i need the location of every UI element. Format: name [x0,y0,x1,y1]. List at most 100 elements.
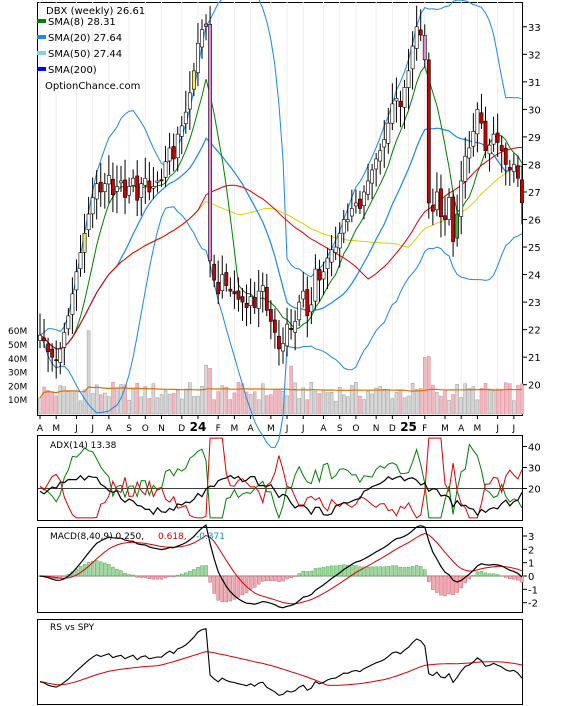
macd-histogram-bar [362,566,366,577]
candle-body [337,232,342,249]
candle-body [313,268,318,302]
macd-histogram-bar [119,570,123,577]
volume-bar [378,386,382,415]
candle-body [394,98,399,102]
candle-body [224,272,229,286]
volume-average-line [39,386,523,399]
volume-bar [459,397,463,415]
macd-title: MACD(8,40,9) 0.250, 0.618, -0.371 [50,532,225,542]
candle-body [305,289,310,317]
legend-sma50: SMA(50) 27.44 [48,49,122,60]
volume-bar [82,389,87,415]
x-tick-label: A [106,424,113,434]
x-tick-label: N [158,424,165,434]
candle-body [78,252,83,270]
volume-bar [38,397,42,415]
macd-histogram-bar [236,575,241,598]
candle-body [151,186,156,189]
volume-y-tick-label: 40M [8,355,27,365]
volume-bar [171,393,176,415]
macd-histogram-bar [204,565,208,577]
candle-body [329,249,334,263]
candle-body [333,246,338,253]
candle-body [374,158,379,170]
volume-bar [127,400,131,415]
candle-body [325,257,330,269]
candle-body [398,100,403,107]
macd-histogram-bar [261,575,265,582]
volume-bar [252,391,257,415]
price-y-tick-label: 30 [528,105,541,116]
macd-histogram-bar [107,563,111,577]
rs-average-line [39,651,523,686]
macd-histogram-bar [321,567,326,577]
long-ma-line [39,146,523,350]
macd-histogram-bar [427,575,431,583]
price-y-tick-label: 24 [528,271,541,282]
candle-body [447,197,451,220]
macd-histogram-bar [175,574,180,577]
candle-body [102,183,107,192]
macd-histogram-bar [147,575,152,579]
candle-body [422,35,427,61]
volume-bar [86,330,91,415]
macd-histogram-bar [111,566,115,577]
macd-signal-line [39,532,523,605]
volume-bar [495,388,500,415]
macd-histogram-bar [139,575,143,578]
volume-y-axis: 10M 20M 30M 40M 50M 60M [8,327,27,406]
macd-histogram-bar [155,575,160,580]
x-tick-label: J [285,424,289,434]
volume-bar [374,387,378,415]
macd-histogram-bar [366,566,370,577]
macd-histogram-bar [180,573,184,577]
macd-histogram-bar [273,575,277,582]
volume-bar [487,389,492,415]
adx-line [39,474,523,517]
macd-histogram-bar [423,569,427,577]
volume-bar [406,395,411,415]
volume-bar [321,389,326,415]
volume-bar [54,395,58,415]
volume-bar [301,387,305,415]
candle-body [62,332,67,348]
volume-bar [471,386,476,415]
bollinger-lower [39,206,523,449]
candle-body [171,146,176,160]
volume-bar [483,382,488,415]
volume-bar [167,393,172,415]
rs-title: RS vs SPY [50,623,95,633]
macd-histogram-bar [171,575,176,577]
macd-histogram-bar [90,560,95,577]
macd-histogram-bar [163,575,168,579]
volume-bar [410,383,415,415]
volume-bar [66,391,71,415]
candle-body [370,169,375,184]
macd-y-tick-label: -2 [528,599,538,610]
candle-body [183,111,188,124]
candle-body [487,144,492,155]
volume-bar [402,397,407,415]
x-tick-label: S [337,424,343,434]
volume-bar [131,388,135,415]
candle-body [260,285,265,292]
candle-body [426,59,431,204]
macd-histogram-bar [74,568,79,577]
x-tick-label: A [458,424,465,434]
candle-body [402,87,407,108]
adx-y-tick-label: 20 [528,485,541,496]
volume-bar [143,386,148,415]
candle-body [297,301,302,321]
x-tick-label: O [142,424,149,434]
macd-histogram-bar [309,570,314,577]
volume-bar [479,387,484,415]
volume-bar [196,395,200,415]
macd-histogram-bar [370,566,374,577]
volume-bar [293,382,297,415]
volume-bar [309,381,314,415]
legend-swatch-sma8 [37,19,46,23]
volume-bar [184,388,188,415]
macd-histogram-bar [508,575,512,580]
x-tick-label: N [373,424,380,434]
